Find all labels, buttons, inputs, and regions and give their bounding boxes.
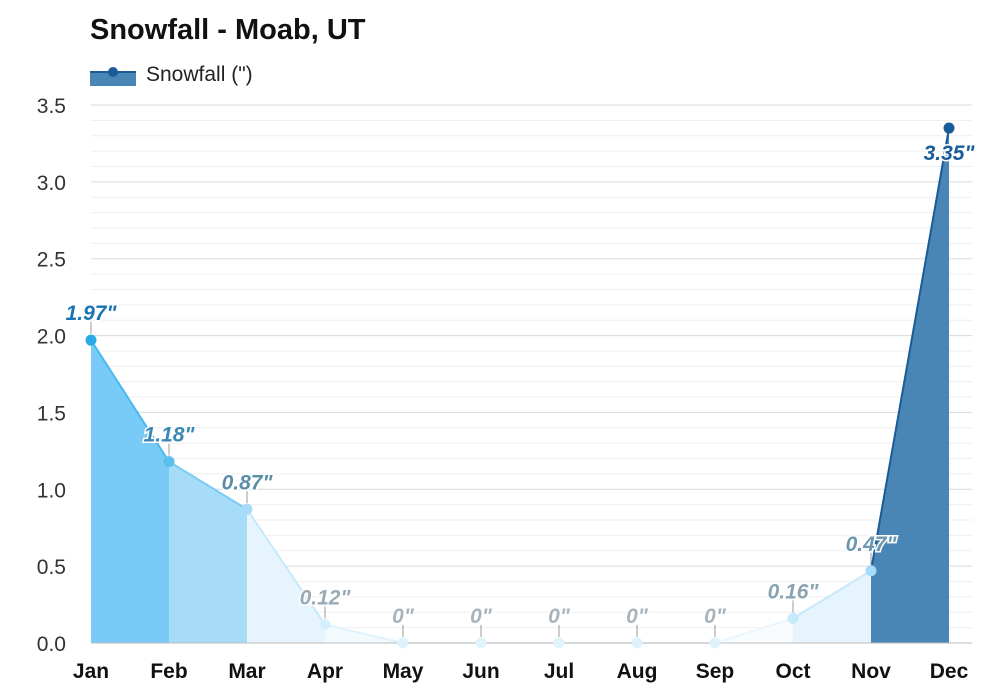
y-tick-label: 0.5 <box>37 556 66 579</box>
data-point[interactable] <box>631 637 643 649</box>
data-label: 0" <box>392 605 415 628</box>
data-label: 0" <box>626 605 649 628</box>
area-segment <box>247 509 325 643</box>
data-point[interactable] <box>943 122 955 134</box>
series-line <box>714 617 794 644</box>
x-tick-label: Oct <box>775 660 810 683</box>
data-point[interactable] <box>865 565 877 577</box>
series-line <box>168 460 248 511</box>
data-point[interactable] <box>709 637 721 649</box>
data-label: 0.12" <box>300 587 352 610</box>
y-tick-label: 0.0 <box>37 633 66 656</box>
x-tick-label: Dec <box>930 660 969 683</box>
x-tick-label: Aug <box>617 660 658 683</box>
series-line <box>870 127 950 571</box>
y-tick-label: 3.5 <box>37 95 66 118</box>
data-label: 0.16" <box>768 580 820 603</box>
series-line <box>792 569 872 620</box>
data-point[interactable] <box>475 637 487 649</box>
chart-title: Snowfall - Moab, UT <box>90 14 366 46</box>
x-tick-label: Apr <box>307 660 343 683</box>
area-segment <box>871 128 949 644</box>
legend-label: Snowfall (") <box>146 63 253 86</box>
data-label: 0.47" <box>846 533 898 556</box>
series-line <box>90 339 170 463</box>
x-tick-label: Jul <box>544 660 574 683</box>
x-tick-label: Nov <box>851 660 891 683</box>
data-point[interactable] <box>163 456 175 468</box>
y-tick-label: 1.5 <box>37 402 66 425</box>
data-label: 0" <box>548 605 571 628</box>
area-segment <box>91 340 169 643</box>
data-point[interactable] <box>85 334 97 346</box>
area-segment <box>793 570 871 643</box>
data-point[interactable] <box>319 619 331 631</box>
data-label: 0.87" <box>222 471 274 494</box>
data-point[interactable] <box>787 612 799 624</box>
x-tick-label: Sep <box>696 660 735 683</box>
data-label: 0" <box>470 605 493 628</box>
y-tick-label: 1.0 <box>37 479 66 502</box>
series-line <box>324 623 404 644</box>
x-tick-label: Feb <box>150 660 187 683</box>
x-tick-label: Mar <box>228 660 265 683</box>
legend-swatch <box>90 64 136 86</box>
x-tick-label: Jun <box>462 660 499 683</box>
data-point[interactable] <box>553 637 565 649</box>
chart-legend[interactable]: Snowfall (") <box>90 62 253 88</box>
data-label: 3.35" <box>924 142 976 165</box>
x-tick-label: May <box>383 660 424 683</box>
data-label: 0" <box>704 605 727 628</box>
y-tick-label: 2.0 <box>37 326 66 349</box>
data-point[interactable] <box>241 503 253 515</box>
y-tick-label: 3.0 <box>37 172 66 195</box>
data-point[interactable] <box>397 637 409 649</box>
series-line <box>246 508 326 626</box>
data-label: 1.18" <box>144 424 196 447</box>
data-label: 1.97" <box>66 302 118 325</box>
area-segment <box>169 461 247 643</box>
y-tick-label: 2.5 <box>37 249 66 272</box>
x-tick-label: Jan <box>73 660 109 683</box>
